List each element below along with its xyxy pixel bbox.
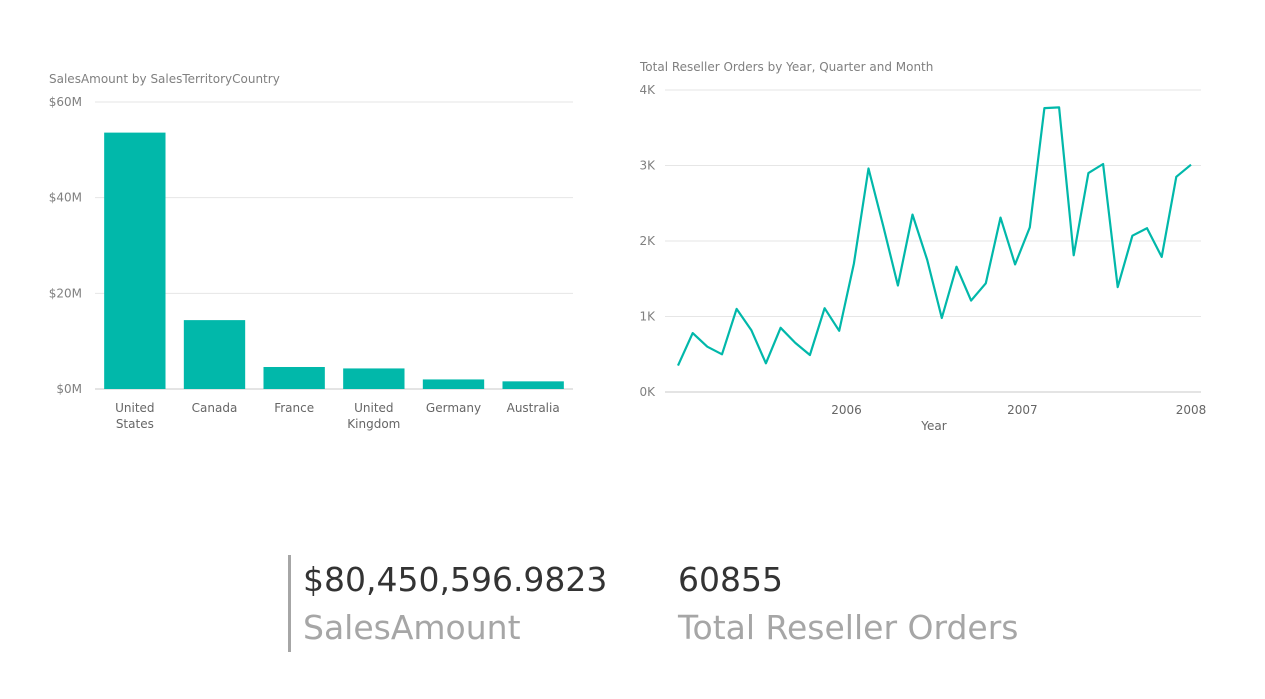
bar-germany [422, 379, 485, 389]
total-reseller-orders-card: 60855 Total Reseller Orders [678, 560, 1018, 648]
x-tick-label-line: France [274, 401, 314, 415]
y-tick-label: $0M [56, 382, 82, 396]
bar-chart-title: SalesAmount by SalesTerritoryCountry [49, 72, 280, 86]
x-tick-label-line: Germany [426, 401, 481, 415]
line-chart-title: Total Reseller Orders by Year, Quarter a… [640, 60, 934, 74]
x-tick-label: Australia [507, 401, 560, 415]
x-tick-label: Canada [192, 401, 238, 415]
sales-amount-value: $80,450,596.9823 [303, 560, 608, 599]
x-tick-label: United States [115, 401, 154, 431]
x-tick-label: 2008 [1176, 403, 1207, 417]
x-tick-label-line: Kingdom [347, 417, 400, 431]
total-reseller-orders-value: 60855 [678, 560, 783, 599]
y-tick-label: 1K [639, 310, 656, 324]
x-tick-label: United Kingdom [347, 401, 400, 431]
x-tick-label: Germany [426, 401, 481, 415]
y-tick-label: 0K [639, 385, 656, 399]
y-tick-label: $60M [49, 95, 82, 109]
bar-united-states [104, 132, 166, 389]
bar-chart: $0M $20M $40M $60M United States Canada France U… [49, 95, 573, 431]
bar-canada [183, 320, 246, 389]
y-tick-label: $20M [49, 286, 82, 300]
total-reseller-orders-label: Total Reseller Orders [678, 608, 1019, 647]
card-divider [288, 555, 291, 652]
x-tick-label: 2006 [831, 403, 862, 417]
x-tick-label-line: Australia [507, 401, 560, 415]
bar-united-kingdom [343, 368, 405, 389]
bar-france [263, 366, 325, 389]
x-tick-label-line: United [354, 401, 393, 415]
sales-amount-card: $80,450,596.9823 SalesAmount [303, 560, 607, 648]
x-tick-label-line: Canada [192, 401, 238, 415]
y-tick-label: 2K [639, 234, 656, 248]
line-chart: 0K 1K 2K 3K 4K 2006 2007 2008 Year [639, 83, 1207, 433]
y-tick-label: 4K [639, 83, 656, 97]
y-tick-label: 3K [639, 159, 656, 173]
x-tick-label: 2007 [1007, 403, 1038, 417]
x-tick-label: France [274, 401, 314, 415]
bar-australia [502, 381, 564, 389]
sales-amount-label: SalesAmount [303, 608, 521, 647]
x-tick-label-line: United [115, 401, 154, 415]
x-axis-label: Year [920, 419, 946, 433]
x-tick-label-line: States [116, 417, 154, 431]
y-tick-label: $40M [49, 191, 82, 205]
series-line-total-reseller-orders [676, 106, 1192, 367]
